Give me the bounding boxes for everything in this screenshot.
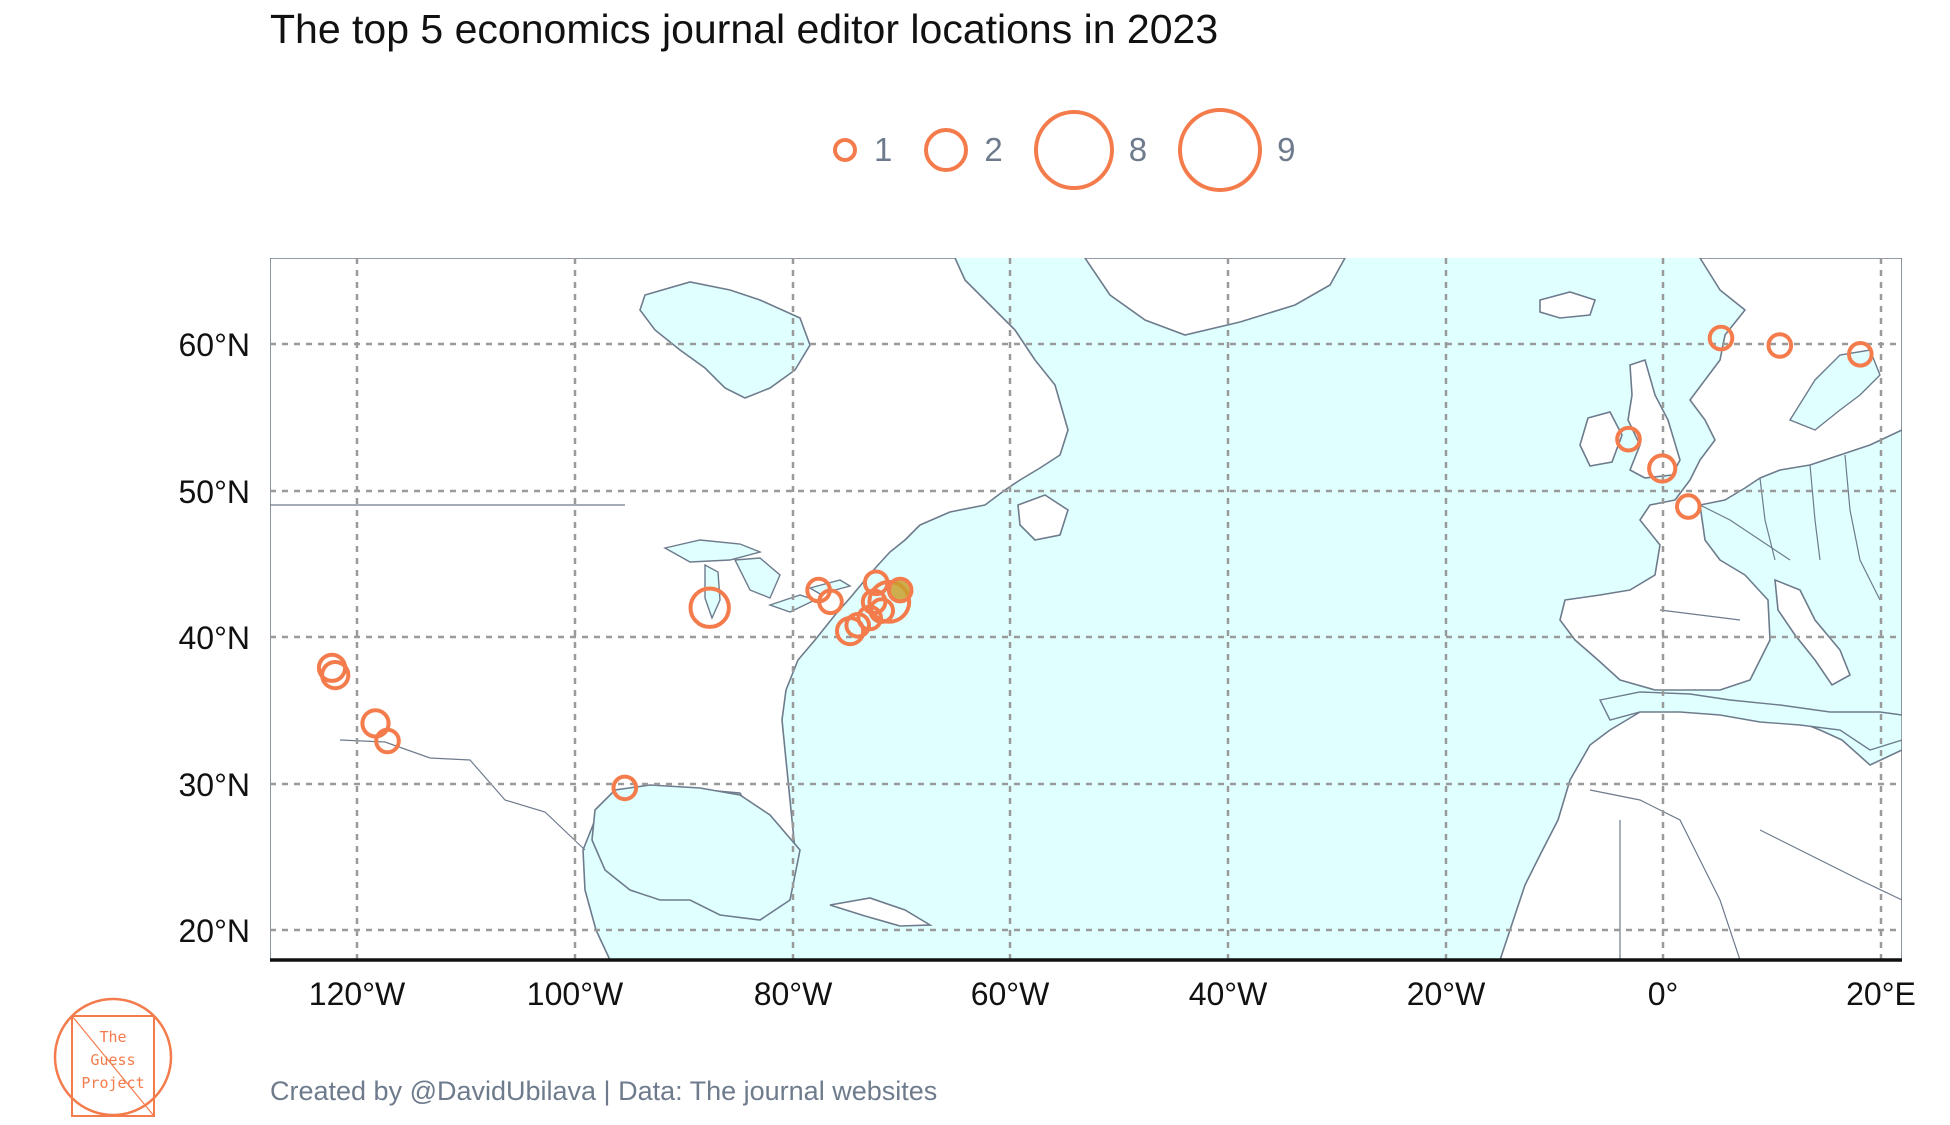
x-tick-80w: 80°W xyxy=(754,976,833,1012)
legend-label-1: 1 xyxy=(874,131,893,168)
cuba xyxy=(829,897,933,927)
iceland xyxy=(1539,291,1597,319)
editor-location-marker-15 xyxy=(886,576,914,604)
x-tick-100w: 100°W xyxy=(527,976,624,1012)
y-tick-20: 20°N xyxy=(179,913,251,949)
editor-location-marker-20 xyxy=(1766,332,1794,359)
legend-item-1: 1 xyxy=(830,131,892,169)
greenland xyxy=(1084,258,1346,336)
chart-title: The top 5 economics journal editor locat… xyxy=(270,6,1219,52)
logo-line-3: Project xyxy=(81,1074,145,1092)
editor-location-marker-7 xyxy=(817,588,844,616)
editor-location-marker-5 xyxy=(688,586,731,629)
newfoundland xyxy=(1017,494,1069,541)
italy xyxy=(1774,578,1852,687)
editor-location-marker-3 xyxy=(374,727,401,755)
legend-label-2: 2 xyxy=(984,131,1003,168)
caption: Created by @DavidUbilava | Data: The jou… xyxy=(270,1076,938,1106)
legend-item-8: 8 xyxy=(1033,109,1147,191)
editor-location-marker-19 xyxy=(1707,324,1735,352)
guess-project-logo: The Guess Project xyxy=(52,996,174,1118)
y-tick-40: 40°N xyxy=(179,620,251,656)
x-tick-20e: 20°E xyxy=(1846,976,1916,1012)
size-legend: 1 2 8 9 xyxy=(830,105,1325,195)
editor-location-marker-18 xyxy=(1675,493,1702,520)
legend-circle-2 xyxy=(924,128,969,172)
x-tick-20w: 20°W xyxy=(1407,976,1486,1012)
legend-item-9: 9 xyxy=(1177,107,1295,193)
legend-circle-9 xyxy=(1178,108,1263,192)
country-borders xyxy=(270,454,1902,960)
x-tick-120w: 120°W xyxy=(309,976,406,1012)
graticule xyxy=(270,258,1902,960)
x-tick-60w: 60°W xyxy=(971,976,1050,1012)
x-axis-labels: 120°W 100°W 80°W 60°W 40°W 20°W 0° 20°E xyxy=(309,976,1916,1012)
y-tick-50: 50°N xyxy=(179,474,251,510)
editor-location-marker-1 xyxy=(320,660,351,691)
editor-markers xyxy=(316,324,1874,802)
mediterranean-sea xyxy=(1598,691,1902,751)
logo-line-1: The xyxy=(99,1028,127,1046)
editor-location-marker-14 xyxy=(867,579,912,624)
editor-location-marker-4 xyxy=(611,774,639,802)
logo-line-2: Guess xyxy=(90,1051,136,1069)
logo-text: The Guess Project xyxy=(52,1026,174,1095)
editor-location-marker-17 xyxy=(1647,453,1678,484)
gulf-of-mexico xyxy=(591,784,801,921)
y-tick-60: 60°N xyxy=(179,327,251,363)
editor-location-marker-21 xyxy=(1847,341,1874,368)
hudson-bay xyxy=(639,281,811,399)
x-tick-0: 0° xyxy=(1648,976,1679,1012)
legend-label-9: 9 xyxy=(1277,131,1296,168)
legend-label-8: 8 xyxy=(1128,131,1148,168)
editor-location-marker-16 xyxy=(1615,425,1642,453)
legend-circle-8 xyxy=(1033,110,1114,190)
legend-circle-1 xyxy=(833,138,857,162)
x-tick-40w: 40°W xyxy=(1189,976,1268,1012)
y-tick-30: 30°N xyxy=(179,767,251,803)
ireland xyxy=(1579,411,1623,467)
map-panel xyxy=(270,258,1902,960)
baltic-sea xyxy=(1788,349,1881,431)
logo-emblem xyxy=(53,997,173,1117)
great-lakes xyxy=(663,539,852,620)
great-britain xyxy=(1627,358,1681,479)
y-axis-labels: 60°N 50°N 40°N 30°N 20°N xyxy=(179,327,251,949)
legend-item-2: 2 xyxy=(922,126,1003,174)
